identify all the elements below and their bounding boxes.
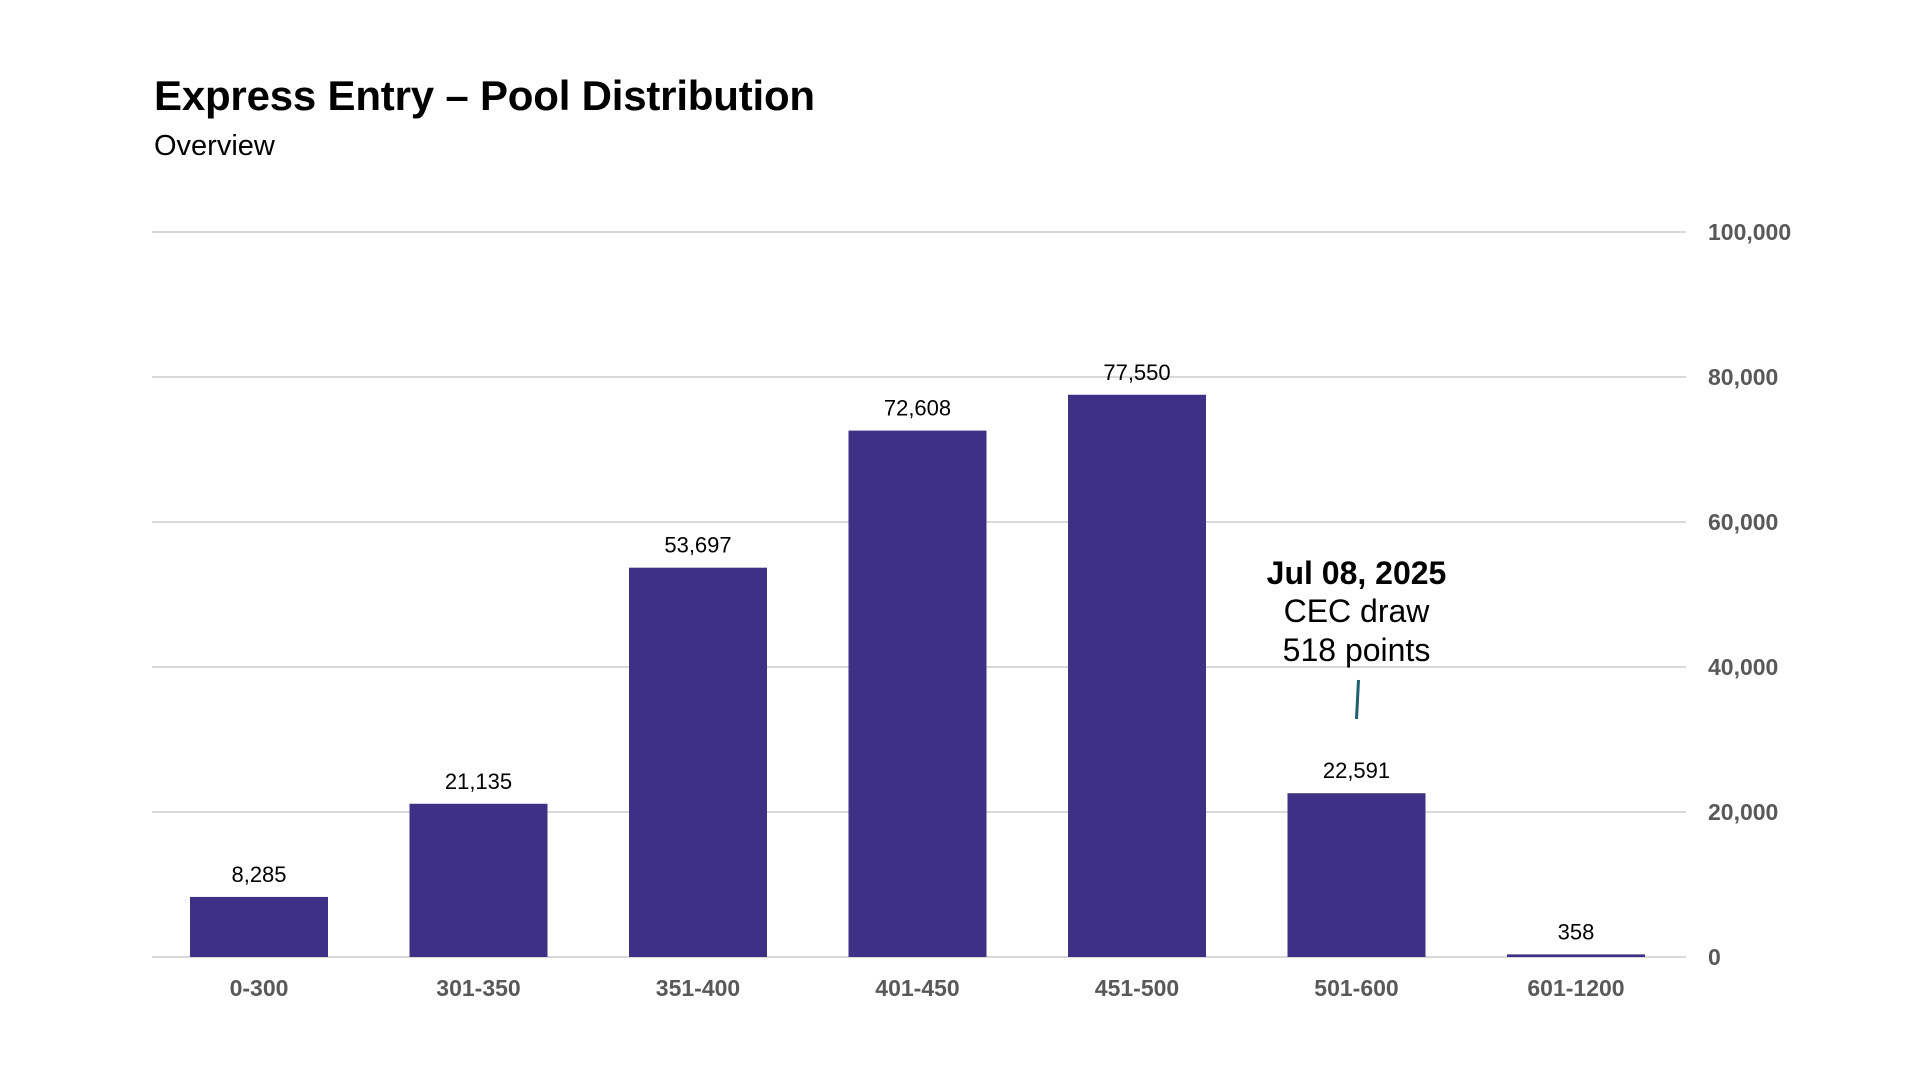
data-label: 77,550 bbox=[1103, 360, 1170, 385]
bar-0-300 bbox=[190, 896, 328, 957]
x-tick-label: 0-300 bbox=[230, 975, 289, 1001]
data-labels: 8,285 21,135 53,697 72,608 77,550 22,591 358 bbox=[231, 360, 1594, 945]
annotation-date: Jul 08, 2025 bbox=[1267, 555, 1447, 591]
data-label: 8,285 bbox=[231, 862, 286, 887]
y-tick-label: 0 bbox=[1708, 944, 1721, 970]
y-tick-label: 40,000 bbox=[1708, 654, 1778, 680]
chart-subtitle: Overview bbox=[154, 130, 275, 162]
y-tick-label: 80,000 bbox=[1708, 364, 1778, 390]
annotation-pointer bbox=[1355, 679, 1360, 720]
x-tick-label: 501-600 bbox=[1314, 975, 1398, 1001]
y-axis-ticks: 0 20,000 40,000 60,000 80,000 100,000 bbox=[1708, 219, 1791, 970]
bar-401-450 bbox=[848, 430, 987, 957]
data-label: 72,608 bbox=[884, 396, 951, 421]
x-axis-ticks: 0-300 301-350 351-400 401-450 451-500 501-600… bbox=[230, 975, 1625, 1001]
data-label: 21,135 bbox=[445, 769, 512, 794]
annotation-text: 518 points bbox=[1283, 632, 1431, 668]
x-tick-label: 451-500 bbox=[1095, 975, 1179, 1001]
y-tick-label: 60,000 bbox=[1708, 509, 1778, 535]
bar-601-1200 bbox=[1507, 954, 1645, 957]
data-label: 22,591 bbox=[1323, 758, 1390, 783]
bar-451-500 bbox=[1068, 394, 1206, 957]
x-tick-label: 301-350 bbox=[436, 975, 520, 1001]
data-label: 358 bbox=[1558, 919, 1595, 944]
x-tick-label: 601-1200 bbox=[1527, 975, 1624, 1001]
data-label: 53,697 bbox=[664, 533, 731, 558]
bar-501-600 bbox=[1287, 793, 1426, 957]
annotation-text: CEC draw bbox=[1284, 593, 1431, 629]
bar-301-350 bbox=[409, 803, 548, 957]
x-tick-label: 351-400 bbox=[656, 975, 740, 1001]
bar-351-400 bbox=[629, 567, 767, 957]
x-tick-label: 401-450 bbox=[875, 975, 959, 1001]
bars bbox=[190, 394, 1645, 957]
chart-title: Express Entry – Pool Distribution bbox=[154, 72, 815, 119]
y-tick-label: 20,000 bbox=[1708, 799, 1778, 825]
y-tick-label: 100,000 bbox=[1708, 219, 1791, 245]
